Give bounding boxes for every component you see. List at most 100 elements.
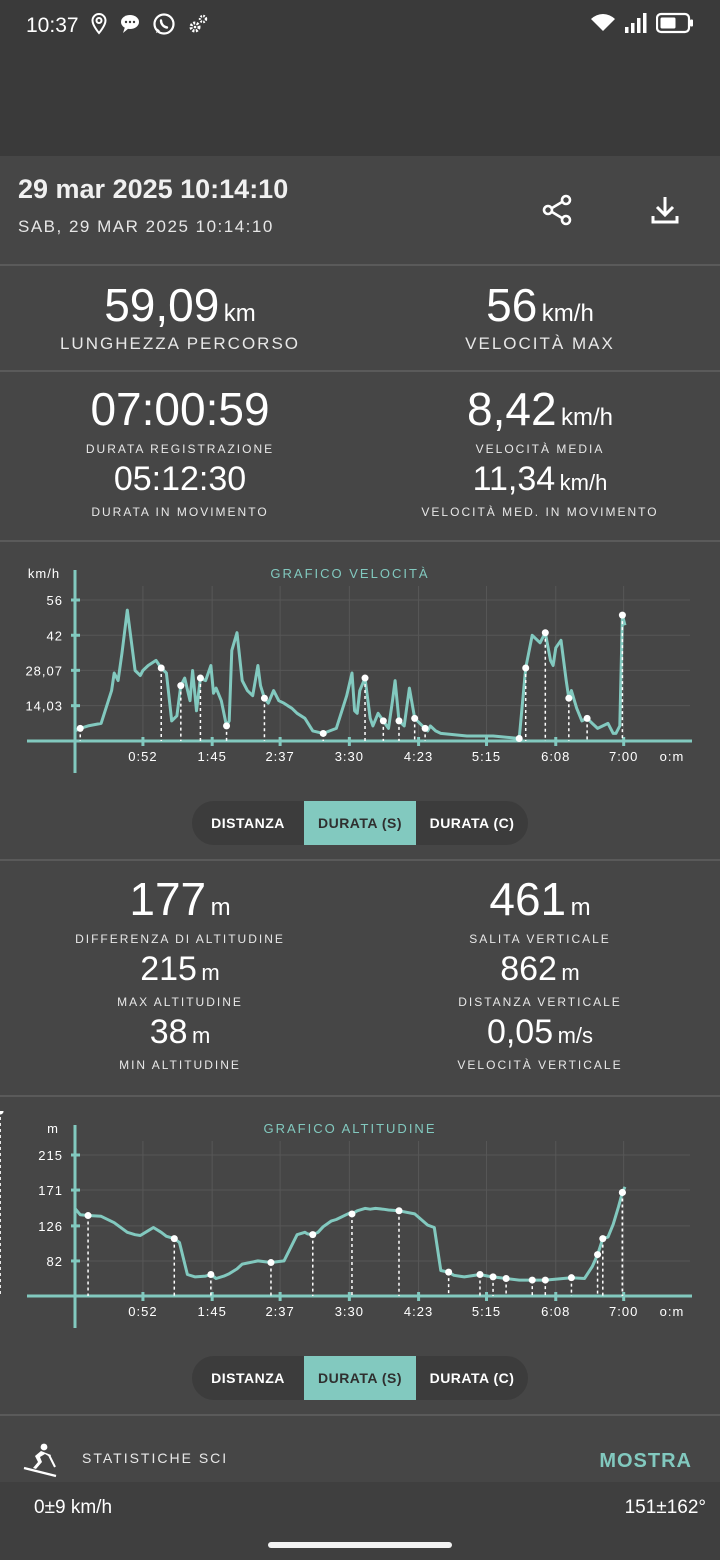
speed-chart-marker-point [583, 714, 591, 722]
speed-chart-x-axis-label: o:m [660, 749, 685, 764]
speed-chart-marker-point [223, 722, 231, 730]
avg-moving-speed-value: 11,34 [472, 460, 556, 498]
alt-chart-x-tick-label: 3:30 [335, 1304, 364, 1319]
speed-chart-marker-point [379, 717, 387, 725]
location-icon [91, 12, 107, 35]
moving-duration-value: 05:12:30 [113, 460, 247, 498]
speed-chart-marker-point [618, 611, 626, 619]
status-notification-icons [90, 12, 210, 36]
alt-chart-marker-point [84, 1212, 92, 1220]
alt-chart-y-tick-label: 215 [38, 1148, 63, 1163]
alt-chart-x-tick-label: 6:08 [541, 1304, 570, 1319]
alt-chart-marker-point [170, 1235, 178, 1243]
speed-chart-marker-point [411, 714, 419, 722]
altitude-chart-svg: 82 126 171 215 0:52 1:45 2:37 3:30 4:23 5:15 6:08 7… [0, 1107, 692, 1328]
whatsapp-icon [153, 13, 175, 35]
divider [0, 859, 720, 861]
speed-chart-x-tick-label: 3:30 [335, 749, 364, 764]
speed-chart-x-tick-label: 0:52 [128, 749, 157, 764]
home-indicator[interactable] [268, 1542, 452, 1548]
alt-chart-marker-point [348, 1210, 356, 1218]
altitude-diff-value: 177 [129, 873, 207, 925]
mode-distance-button[interactable]: DISTANZA [211, 1370, 285, 1386]
alt-chart-x-tick-label: 2:37 [265, 1304, 294, 1319]
alt-chart-marker-point [528, 1276, 536, 1284]
status-bar: 10:37 [0, 0, 720, 56]
mode-duration-c-button[interactable]: DURATA (C) [429, 1370, 515, 1386]
alt-chart-marker-point [594, 1251, 602, 1259]
avg-moving-speed-unit: km/h [559, 470, 608, 495]
alt-chart-x-tick-label: 0:52 [128, 1304, 157, 1319]
avg-speed-value: 8,42 [467, 383, 557, 435]
alt-chart-marker-point [476, 1270, 484, 1278]
speed-chart-marker-point [177, 682, 185, 690]
speed-chart-y-tick-label: 56 [47, 593, 63, 608]
altitude-chart: 82 126 171 215 0:52 1:45 2:37 3:30 4:23 5:15 6:08 7… [0, 1107, 720, 1341]
trip-title: 29 mar 2025 10:14:10 [18, 174, 289, 204]
chat-bubble-icon [121, 15, 139, 33]
length-label: LUNGHEZZA PERCORSO [59, 334, 301, 353]
current-speed-readout: 0±9 km/h [34, 1497, 113, 1518]
divider [0, 264, 720, 266]
divider [0, 1095, 720, 1097]
altitude-chart-mode-toggle: DISTANZA DURATA (S) DURATA (C) [192, 1356, 528, 1400]
alt-chart-marker-point [541, 1276, 549, 1284]
alt-chart-marker-point [618, 1188, 626, 1196]
stat-length: 59,09 km LUNGHEZZA PERCORSO [0, 278, 360, 354]
vertical-speed-unit: m/s [557, 1023, 594, 1048]
ski-stats-label: STATISTICHE SCI [82, 1450, 229, 1466]
show-ski-stats-button[interactable]: MOSTRA [599, 1450, 692, 1472]
speed-chart: 14,03 28,07 42 56 0:52 1:45 2:37 3:30 4:23 5:15 6:… [0, 556, 720, 786]
share-button[interactable] [533, 186, 581, 234]
alt-chart-title: GRAFICO ALTITUDINE [264, 1121, 437, 1136]
alt-chart-x-axis-label: o:m [660, 1304, 685, 1319]
app-top-bar [0, 56, 720, 156]
alt-chart-marker-point [0, 1107, 4, 1115]
divider [0, 540, 720, 542]
vertical-climb-label: SALITA VERTICALE [469, 932, 611, 946]
moving-duration-label: DURATA IN MOVIMENTO [91, 505, 269, 519]
mode-distance-button[interactable]: DISTANZA [211, 815, 285, 831]
vertical-climb-value: 461 [489, 873, 567, 925]
alt-chart-x-tick-label: 7:00 [609, 1304, 638, 1319]
speed-chart-x-tick-label: 6:08 [541, 749, 570, 764]
mode-duration-s-button[interactable]: DURATA (S) [304, 801, 416, 845]
alt-chart-y-tick-label: 171 [38, 1183, 63, 1198]
vertical-climb-unit: m [570, 894, 591, 921]
alt-chart-x-tick-label: 1:45 [198, 1304, 227, 1319]
speed-chart-x-tick-label: 5:15 [472, 749, 501, 764]
alt-chart-series-line [73, 1186, 627, 1282]
signal-icon [625, 13, 647, 33]
duration-label: DURATA REGISTRAZIONE [85, 442, 275, 456]
download-button[interactable] [641, 186, 689, 234]
speed-chart-mode-toggle: DISTANZA DURATA (S) DURATA (C) [192, 801, 528, 845]
speed-chart-marker-point [421, 724, 429, 732]
speed-chart-marker-point [76, 724, 84, 732]
trip-header: 29 mar 2025 10:14:10 SAB, 29 MAR 2025 10… [0, 156, 720, 264]
vertical-distance-unit: m [561, 960, 580, 985]
speed-chart-title: GRAFICO VELOCITÀ [270, 566, 429, 581]
alt-chart-x-tick-label: 4:23 [404, 1304, 433, 1319]
bottom-info-bar: 0±9 km/h 151±162° [0, 1482, 720, 1560]
alt-chart-marker-point [445, 1268, 453, 1276]
max-altitude-unit: m [201, 960, 220, 985]
ski-stats-row[interactable]: STATISTICHE SCI MOSTRA [0, 1418, 720, 1482]
avg-speed-label: VELOCITÀ MEDIA [475, 442, 605, 456]
divider [0, 1414, 720, 1416]
speed-chart-marker-point [565, 694, 573, 702]
min-altitude-unit: m [191, 1023, 211, 1048]
heading-readout: 151±162° [624, 1497, 706, 1518]
length-unit: km [223, 300, 256, 327]
battery-icon [656, 12, 693, 34]
speed-chart-marker-point [541, 629, 549, 637]
alt-chart-y-tick-label: 82 [47, 1254, 63, 1269]
mode-duration-c-button[interactable]: DURATA (C) [429, 815, 515, 831]
max-speed-value: 56 [486, 279, 538, 331]
speed-chart-marker-point [361, 674, 369, 682]
speed-chart-y-tick-label: 42 [47, 628, 63, 643]
length-value: 59,09 [104, 279, 220, 331]
alt-chart-marker-point [395, 1207, 403, 1215]
alt-chart-marker-point [502, 1274, 510, 1282]
vertical-speed-value: 0,05 [486, 1013, 554, 1051]
mode-duration-s-button[interactable]: DURATA (S) [304, 1356, 416, 1400]
